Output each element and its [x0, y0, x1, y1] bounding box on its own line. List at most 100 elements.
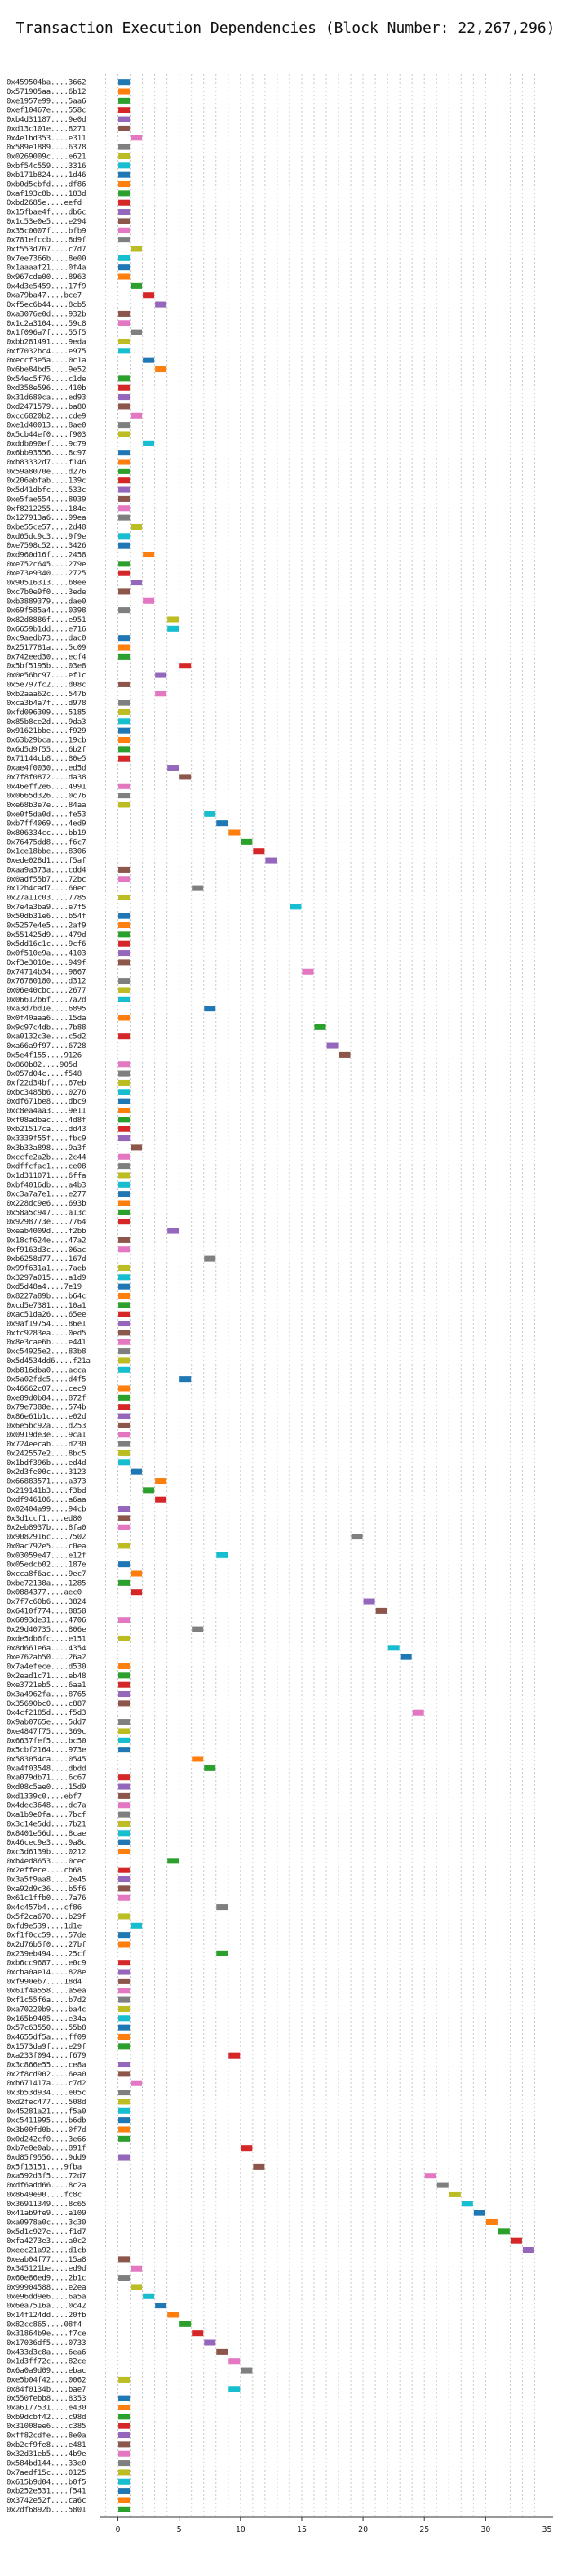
transaction-label: 0x4d3e5459....17f9 — [7, 282, 86, 291]
transaction-bar — [118, 1830, 131, 1837]
transaction-bar — [118, 1783, 131, 1790]
transaction-bar — [118, 422, 131, 429]
transaction-bar — [118, 338, 131, 344]
transaction-bar — [118, 793, 131, 799]
transaction-bar — [118, 1719, 131, 1725]
transaction-label: 0xbb281491....9eda — [7, 338, 86, 346]
transaction-label: 0x1d311071....6ffa — [7, 1172, 86, 1180]
transaction-label: 0xe73e9340....2725 — [7, 570, 86, 578]
transaction-bar — [118, 2135, 131, 2142]
transaction-label: 0xcc6820b2....cde9 — [7, 412, 86, 420]
transaction-bar — [118, 2414, 131, 2420]
transaction-label: 0xd5d48a4....7e19 — [7, 1283, 82, 1291]
transaction-bar — [216, 2348, 228, 2355]
transaction-bar — [118, 2432, 131, 2439]
transaction-bar — [326, 1042, 339, 1049]
transaction-bar — [118, 1737, 131, 1743]
transaction-bar — [143, 1487, 155, 1494]
transaction-bar — [118, 79, 131, 86]
transaction-bar — [118, 107, 131, 113]
transaction-label: 0x85b8ce2d....9da3 — [7, 718, 86, 726]
transaction-bar — [118, 607, 131, 614]
transaction-label: 0x41ab9fe9....a109 — [7, 2210, 86, 2218]
transaction-label: 0x3b33a898....9a3f — [7, 1144, 86, 1153]
transaction-label: 0xc3d6139b....0212 — [7, 1848, 86, 1856]
transaction-bar — [118, 1663, 131, 1670]
transaction-bar — [118, 2154, 131, 2161]
transaction-bar — [118, 922, 131, 929]
transaction-label: 0xaf193c8b....183d — [7, 190, 86, 198]
transaction-label: 0xdf946106....a6aa — [7, 1496, 86, 1504]
transaction-label: 0xeccf3e5a....0c1a — [7, 357, 86, 365]
transaction-label: 0x0adf55b7....72bc — [7, 876, 86, 884]
transaction-bar — [510, 2237, 522, 2244]
transaction-bar — [118, 255, 131, 261]
transaction-label: 0xa92d9c36....b5f6 — [7, 1885, 86, 1894]
transaction-label: 0x29d40735....806e — [7, 1626, 86, 1634]
transaction-label: 0x3d1ccf1....ed80 — [7, 1515, 82, 1523]
transaction-bar — [265, 857, 277, 864]
transaction-label: 0xd13c101e....8271 — [7, 125, 86, 133]
transaction-bar — [118, 1811, 131, 1818]
transaction-label: 0x5cbf2164....973e — [7, 1747, 86, 1755]
transaction-bar — [118, 570, 131, 576]
transaction-label: 0x0269009c....e621 — [7, 153, 86, 161]
transaction-bar — [118, 2015, 131, 2022]
transaction-bar — [131, 523, 143, 530]
transaction-label: 0x4cf2185d....f5d3 — [7, 1709, 86, 1717]
transaction-label: 0x5d41dbfc....533c — [7, 486, 86, 495]
transaction-label: 0x69f585a4....0398 — [7, 607, 86, 615]
transaction-bar — [118, 959, 131, 966]
x-tick-label: 5 — [177, 2525, 182, 2534]
transaction-bar — [118, 1459, 131, 1466]
transaction-label: 0xa79ba47....bce7 — [7, 292, 82, 300]
x-tick-label: 10 — [236, 2525, 246, 2534]
transaction-bar — [118, 913, 131, 919]
transaction-label: 0xa3076e0d....932b — [7, 310, 86, 318]
transaction-label: 0x5e4f155....9126 — [7, 1051, 82, 1059]
transaction-bar — [118, 227, 131, 233]
transaction-label: 0x35690bc0....c887 — [7, 1700, 86, 1708]
transaction-label: 0xcca8f6ac....9ec7 — [7, 1570, 86, 1579]
transaction-bar — [118, 514, 131, 521]
transaction-label: 0x03059e47....e12f — [7, 1552, 86, 1560]
transaction-bar — [118, 1117, 131, 1123]
transaction-bar — [363, 1598, 375, 1605]
transaction-bar — [118, 1691, 131, 1698]
transaction-bar — [118, 2117, 131, 2124]
transaction-label: 0x6d5d9f55....6b2f — [7, 746, 86, 754]
transaction-label: 0x8d661e6a....4354 — [7, 1645, 86, 1653]
transaction-bar — [118, 450, 131, 456]
transaction-bar — [118, 1867, 131, 1873]
transaction-bar — [118, 2005, 131, 2012]
transaction-bar — [118, 1774, 131, 1781]
transaction-bar — [118, 1033, 131, 1040]
transaction-bar — [118, 403, 131, 410]
transaction-label: 0x127913a6....99ea — [7, 514, 86, 522]
transaction-bar — [118, 1283, 131, 1290]
transaction-label: 0x7aedf15c....0125 — [7, 2469, 86, 2477]
transaction-bar — [118, 1264, 131, 1271]
transaction-bar — [424, 2173, 436, 2179]
transaction-label: 0xcba0ae14....828e — [7, 1969, 86, 1977]
transaction-bar — [118, 1153, 131, 1160]
transaction-label: 0x1573da9f....e29f — [7, 2043, 86, 2051]
transaction-label: 0x4e1bd353....e311 — [7, 135, 86, 143]
transaction-label: 0x31864b9e....f7ce — [7, 2330, 86, 2338]
transaction-label: 0xb171b824....1d46 — [7, 171, 86, 180]
transaction-bar — [253, 2163, 265, 2170]
transaction-bar — [473, 2210, 485, 2216]
transaction-label: 0xf990eb7....18d4 — [7, 1978, 82, 1986]
transaction-bar — [118, 116, 131, 122]
transaction-label: 0x9298773e....7764 — [7, 1219, 86, 1227]
transaction-label: 0x589e1889....6378 — [7, 144, 86, 152]
transaction-bar — [118, 1126, 131, 1132]
transaction-label: 0x82cc865....08f4 — [7, 2321, 82, 2329]
transaction-bar — [118, 1894, 131, 1901]
transaction-bar — [118, 495, 131, 502]
transaction-bar — [118, 1330, 131, 1336]
transaction-label: 0x571905aa....6b12 — [7, 88, 86, 96]
transaction-bar — [118, 1876, 131, 1883]
transaction-label: 0x1aaaaf21....0f4a — [7, 264, 86, 273]
transaction-bar — [118, 384, 131, 391]
